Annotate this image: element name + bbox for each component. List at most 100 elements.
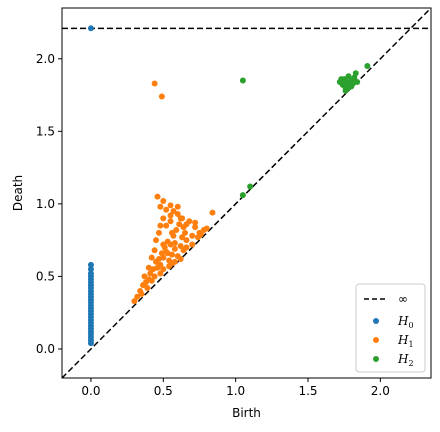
point-h1-2 [131, 298, 138, 305]
point-h1-8 [144, 285, 151, 292]
point-h0-2 [87, 266, 94, 273]
point-h1-28 [173, 227, 180, 233]
point-h1-35 [183, 237, 190, 244]
point-h1-27 [171, 245, 178, 252]
point-h1-80 [180, 224, 187, 231]
point-h1-48 [170, 208, 177, 215]
point-h1-30 [176, 221, 183, 228]
point-h0-0 [87, 25, 94, 32]
point-h1-47 [167, 212, 174, 219]
point-h2-19 [338, 76, 345, 83]
x-tick-label-1: 0.5 [154, 384, 173, 398]
legend-h2-label: H2 [397, 352, 414, 368]
point-h1-52 [155, 229, 162, 236]
point-h1-63 [168, 260, 175, 267]
point-h1-46 [163, 206, 170, 213]
legend-h1-sub: 1 [408, 340, 413, 349]
point-h0-27 [87, 340, 94, 347]
point-h1-49 [174, 211, 181, 218]
point-h1-76 [157, 222, 164, 229]
point-h1-56 [177, 256, 184, 263]
legend: ∞ H0 H1 H2 [355, 283, 426, 373]
legend-infinity-label: ∞ [398, 292, 408, 306]
legend-h1-swatch [373, 337, 379, 343]
axes-frame [61, 7, 432, 379]
legend-h0-swatch [373, 318, 379, 324]
point-h1-1 [158, 93, 165, 100]
point-h2-9 [345, 73, 352, 80]
point-h1-50 [177, 215, 184, 222]
point-h1-70 [148, 254, 155, 261]
point-h1-31 [177, 242, 184, 249]
plot-area [61, 7, 432, 379]
y-axis-title: Death [11, 175, 25, 211]
point-h2-14 [352, 70, 359, 77]
point-h2-3 [364, 63, 371, 70]
point-h1-43 [154, 193, 161, 200]
point-h1-41 [203, 225, 210, 232]
diagonal-line [61, 7, 432, 379]
point-h1-74 [174, 203, 181, 210]
point-h2-18 [348, 83, 355, 90]
point-h1-5 [138, 290, 145, 297]
x-axis-title: Birth [232, 406, 261, 420]
point-h1-71 [145, 264, 152, 271]
point-h1-75 [160, 215, 167, 222]
point-h2-0 [239, 77, 246, 84]
y-tick-label-0: 0.0 [36, 342, 55, 356]
x-tick-label-3: 1.5 [298, 384, 317, 398]
ticks-layer: 0.0 0.5 1.0 1.5 2.0 0.0 0.5 1.0 1.5 2.0 [36, 52, 390, 398]
point-h1-37 [189, 232, 196, 239]
legend-h1-main: H [397, 333, 409, 347]
y-tick-label-2: 1.0 [36, 197, 55, 211]
point-h1-66 [179, 234, 186, 241]
point-h1-60 [157, 270, 164, 277]
legend-h2-sub: 2 [408, 359, 413, 368]
point-h1-45 [160, 197, 167, 204]
point-h1-73 [167, 202, 174, 209]
legend-h2-swatch [373, 356, 379, 362]
point-h1-42 [209, 209, 216, 216]
point-h2-15 [354, 79, 361, 85]
point-h1-72 [141, 273, 148, 280]
point-h1-61 [160, 266, 167, 273]
point-h1-64 [164, 250, 171, 257]
point-h1-65 [171, 240, 178, 247]
point-h1-68 [160, 241, 167, 248]
point-h1-11 [148, 277, 155, 284]
point-h0-1 [87, 261, 94, 268]
point-h1-57 [183, 244, 190, 251]
y-tick-label-3: 1.5 [36, 124, 55, 138]
x-tick-label-0: 0.0 [81, 384, 100, 398]
point-h1-58 [189, 241, 196, 248]
point-h2-2 [247, 183, 254, 190]
legend-h1-label: H1 [397, 333, 414, 349]
point-h1-3 [134, 293, 141, 300]
point-h1-34 [182, 229, 188, 236]
point-h1-78 [192, 219, 199, 226]
y-tick-label-1: 0.5 [36, 269, 55, 283]
point-h1-79 [197, 231, 204, 238]
point-h1-17 [157, 261, 164, 268]
points-layer [87, 25, 371, 347]
y-tick-label-4: 2.0 [36, 52, 55, 66]
point-h1-10 [147, 270, 154, 277]
legend-h0-main: H [397, 314, 409, 328]
legend-h0-sub: 0 [408, 321, 413, 330]
point-h1-13 [151, 273, 158, 280]
point-h1-44 [157, 203, 164, 210]
point-h1-69 [168, 229, 175, 236]
point-h1-0 [151, 80, 158, 87]
point-h1-19 [160, 254, 167, 261]
legend-h2-main: H [397, 352, 409, 366]
point-h1-54 [167, 218, 174, 225]
x-tick-label-4: 2.0 [371, 384, 390, 398]
x-tick-label-2: 1.0 [226, 384, 245, 398]
point-h2-1 [239, 192, 246, 199]
point-h1-53 [163, 222, 170, 229]
point-h1-38 [192, 224, 199, 231]
point-h1-67 [151, 247, 158, 254]
point-h1-51 [153, 237, 160, 244]
legend-h0-label: H0 [397, 314, 414, 330]
